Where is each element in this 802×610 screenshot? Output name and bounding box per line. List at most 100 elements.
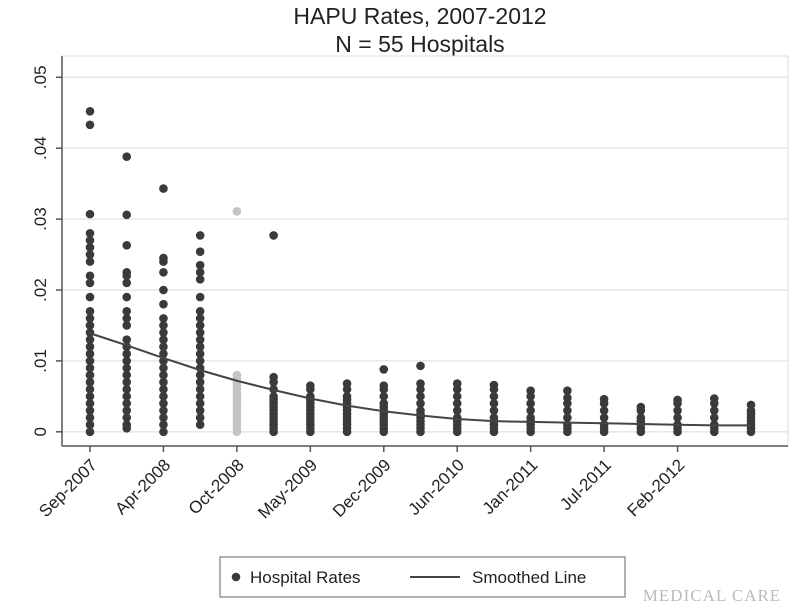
point (122, 384, 132, 394)
point (673, 399, 682, 408)
point (563, 386, 572, 395)
point (122, 392, 132, 401)
point (85, 370, 95, 380)
point (85, 107, 95, 116)
point (85, 427, 95, 437)
point (232, 206, 242, 216)
point (269, 377, 278, 387)
point (306, 384, 315, 394)
point (85, 413, 95, 422)
smoothed-line (89, 332, 751, 427)
point (452, 406, 462, 415)
point (85, 420, 95, 430)
point (563, 427, 572, 437)
point (122, 306, 132, 316)
point (85, 363, 95, 373)
point (85, 321, 95, 330)
point (416, 399, 425, 408)
point (85, 228, 95, 238)
point (122, 356, 132, 366)
point (195, 392, 205, 401)
point (452, 399, 462, 408)
point (85, 120, 95, 130)
point (85, 406, 95, 415)
point (599, 406, 609, 415)
point (85, 399, 95, 408)
point (85, 292, 95, 302)
y-tick-label: 0 (31, 427, 50, 436)
point (636, 406, 646, 415)
point (85, 243, 95, 252)
point (709, 427, 719, 437)
point (85, 271, 95, 281)
point (122, 377, 132, 387)
point (85, 377, 95, 387)
point (122, 278, 132, 288)
point (709, 413, 719, 422)
point (526, 392, 535, 401)
point (85, 314, 95, 323)
point (195, 420, 205, 430)
point (85, 257, 95, 266)
point (85, 349, 95, 359)
point (195, 413, 205, 422)
point (709, 406, 719, 415)
point (195, 306, 205, 316)
point (195, 292, 205, 302)
point (306, 427, 315, 437)
point (452, 427, 462, 437)
point (122, 152, 132, 161)
point (599, 413, 609, 422)
point (159, 285, 168, 295)
point (159, 349, 168, 359)
point (379, 365, 389, 374)
point (489, 384, 499, 394)
point (159, 363, 168, 373)
legend-label: Hospital Rates (250, 568, 361, 587)
point (489, 399, 499, 408)
point (526, 427, 535, 437)
point (379, 384, 389, 394)
point (416, 384, 425, 394)
point (122, 413, 132, 422)
point (122, 321, 132, 330)
point (85, 384, 95, 394)
point (159, 314, 168, 323)
point (232, 427, 242, 437)
point (159, 370, 168, 380)
y-tick-label: .01 (31, 349, 50, 373)
y-tick-label: .03 (31, 207, 50, 231)
point (122, 349, 132, 359)
point (85, 335, 95, 344)
point (195, 314, 205, 323)
legend-marker (231, 572, 241, 582)
point (195, 231, 205, 240)
point (85, 250, 95, 259)
point (85, 278, 95, 288)
point (416, 427, 425, 437)
point (563, 399, 572, 408)
point (159, 321, 168, 330)
point (636, 427, 646, 437)
point (159, 392, 168, 401)
point (195, 356, 205, 366)
point (599, 399, 609, 408)
point (269, 427, 278, 437)
point (122, 406, 132, 415)
point (85, 209, 95, 219)
point (195, 267, 205, 277)
point (489, 427, 499, 437)
point (195, 399, 205, 408)
point (122, 335, 132, 344)
point (122, 210, 132, 220)
point (673, 413, 682, 422)
point (122, 363, 132, 373)
point (159, 257, 168, 266)
point (159, 267, 168, 277)
point (673, 406, 682, 415)
point (489, 406, 499, 415)
point (709, 399, 719, 408)
point (195, 384, 205, 394)
point (195, 349, 205, 359)
